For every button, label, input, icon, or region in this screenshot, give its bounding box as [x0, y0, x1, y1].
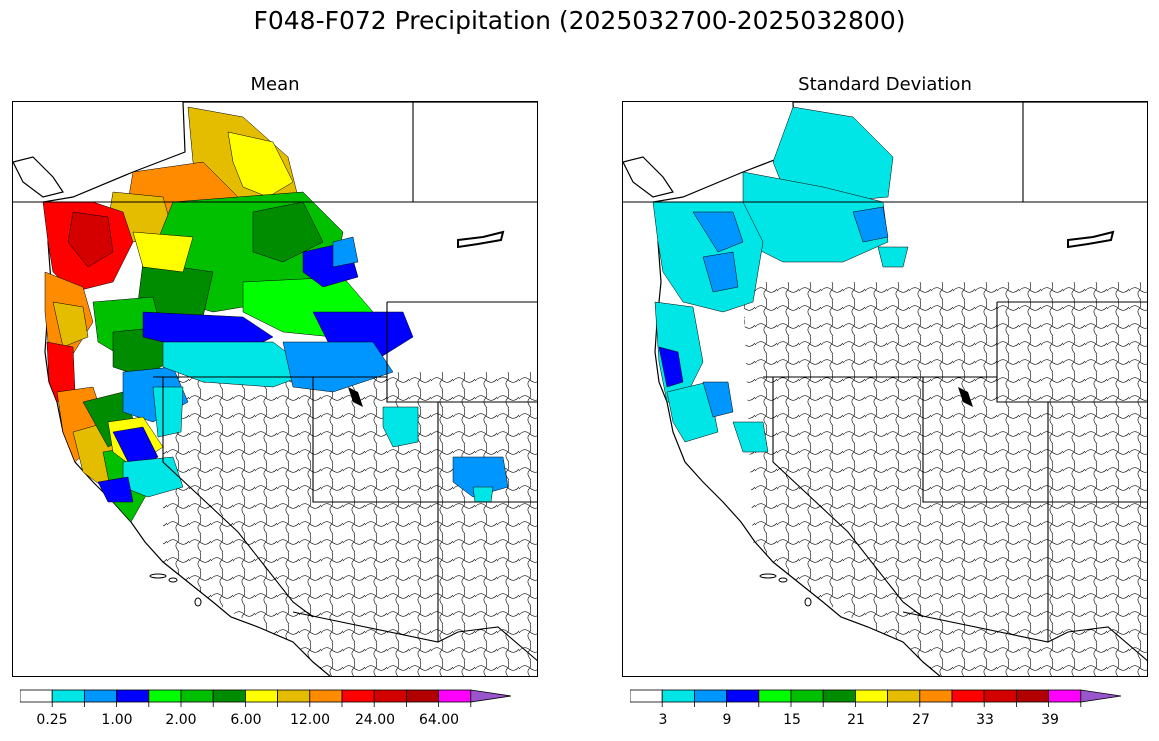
colorbar-segment [758, 689, 792, 703]
stddev-cbar-label: 21 [847, 712, 865, 728]
mean-cbar-label: 6.00 [230, 712, 262, 728]
colorbar-segment [277, 689, 311, 703]
colorbar-segment [1048, 689, 1082, 703]
stddev-colorbar [630, 689, 1142, 709]
mean-panel-title: Mean [250, 74, 300, 95]
mean-cbar-label: 12.00 [289, 712, 331, 728]
vancouver-island [13, 156, 64, 198]
mean-cbar-label: 1.00 [101, 712, 133, 728]
colorbar-segment [470, 689, 512, 703]
mean-cbar-label: 64.00 [418, 712, 460, 728]
stddev-map-canvas [623, 102, 1147, 676]
channel-islands [759, 573, 812, 607]
colorbar-segment [887, 689, 921, 703]
colorbar-segment [661, 689, 695, 703]
mean-colorbar-svg [20, 689, 512, 707]
stddev-colorbar-svg [630, 689, 1122, 707]
figure-title: F048-F072 Precipitation (2025032700-2025… [253, 6, 906, 35]
mean-map-canvas [13, 102, 537, 676]
vancouver-island [623, 156, 674, 198]
colorbar-segment [84, 689, 118, 703]
lake-outline [1067, 230, 1115, 249]
colorbar-segment [790, 689, 824, 703]
mean-colorbar [20, 689, 532, 709]
state-boundaries [13, 102, 537, 662]
colorbar-segment [983, 689, 1017, 703]
colorbar-segment [1080, 689, 1122, 703]
colorbar-segment [951, 689, 985, 703]
colorbar-segment [148, 689, 182, 703]
colorbar-segment [854, 689, 888, 703]
great-salt-lake [348, 387, 363, 407]
stddev-panel-title: Standard Deviation [798, 74, 972, 95]
mean-cbar-label: 2.00 [165, 712, 197, 728]
colorbar-segment [309, 689, 343, 703]
mean-cbar-label: 24.00 [354, 712, 396, 728]
colorbar-segment [438, 689, 472, 703]
colorbar-segment [405, 689, 439, 703]
stddev-cbar-label: 15 [783, 712, 801, 728]
colorbar-segment [51, 689, 85, 703]
colorbar-segment [244, 689, 278, 703]
colorbar-segment [180, 689, 214, 703]
state-boundaries [623, 102, 1147, 662]
basin-lines [743, 282, 1147, 676]
stddev-fills [652, 106, 909, 453]
great-salt-lake [958, 387, 973, 407]
basin-lines [163, 372, 537, 676]
mean-cbar-label: 0.25 [36, 712, 68, 728]
colorbar-segment [116, 689, 150, 703]
colorbar-segment [726, 689, 760, 703]
stddev-cbar-label: 3 [658, 712, 668, 728]
mean-map [12, 101, 538, 677]
colorbar-segment [373, 689, 407, 703]
lake-outline [457, 230, 505, 249]
colorbar-segment [694, 689, 728, 703]
stddev-cbar-label: 39 [1041, 712, 1059, 728]
stddev-cbar-label: 9 [722, 712, 732, 728]
colorbar-segment [822, 689, 856, 703]
precip-fills [42, 106, 509, 523]
channel-islands [149, 573, 202, 607]
stddev-cbar-label: 27 [912, 712, 930, 728]
colorbar-segment [630, 689, 663, 703]
colorbar-segment [212, 689, 246, 703]
stddev-map [622, 101, 1148, 677]
colorbar-segment [341, 689, 375, 703]
colorbar-segment [20, 689, 53, 703]
stddev-cbar-label: 33 [976, 712, 994, 728]
colorbar-segment [1015, 689, 1049, 703]
colorbar-segment [919, 689, 953, 703]
